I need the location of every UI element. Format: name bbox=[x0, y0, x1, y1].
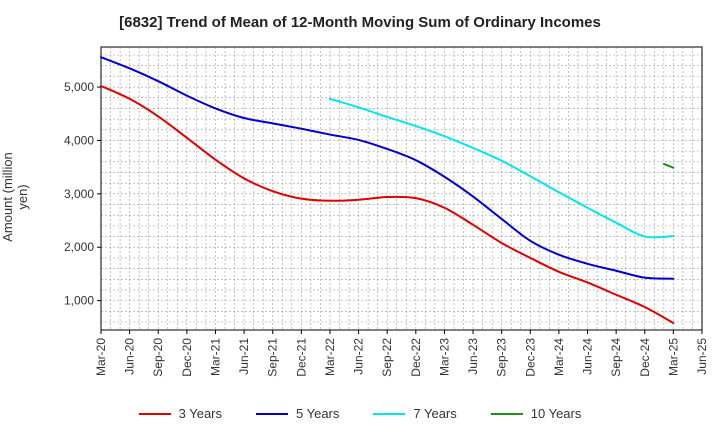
x-tick-label: Sep-24 bbox=[609, 338, 623, 377]
y-tick-label: 2,000 bbox=[64, 240, 94, 254]
x-tick-label: Mar-21 bbox=[208, 338, 222, 376]
legend-swatch-10-years bbox=[490, 412, 523, 415]
x-tick-label: Jun-20 bbox=[123, 338, 137, 375]
x-tick-label: Dec-24 bbox=[638, 338, 652, 377]
series-line-5-years bbox=[100, 56, 675, 280]
legend-label-5-years: 5 Years bbox=[296, 406, 340, 421]
x-tick-label: Mar-20 bbox=[94, 338, 108, 376]
chart-title: [6832] Trend of Mean of 12-Month Moving … bbox=[119, 14, 601, 31]
legend: 3 Years 5 Years 7 Years 10 Years bbox=[0, 406, 720, 421]
legend-item-5-years: 5 Years bbox=[256, 406, 339, 421]
legend-label-10-years: 10 Years bbox=[530, 406, 582, 421]
plot-frame bbox=[100, 46, 703, 331]
legend-item-10-years: 10 Years bbox=[490, 406, 582, 421]
legend-swatch-7-years bbox=[373, 412, 406, 415]
x-tick-label: Mar-22 bbox=[323, 338, 337, 376]
y-tick-label: 4,000 bbox=[64, 133, 94, 147]
series-line-7-years bbox=[328, 97, 675, 239]
legend-swatch-3-years bbox=[138, 412, 171, 415]
legend-item-3-years: 3 Years bbox=[138, 406, 222, 421]
grid bbox=[101, 47, 702, 330]
x-tick-label: Dec-22 bbox=[409, 338, 423, 377]
x-tick-label: Mar-25 bbox=[666, 338, 680, 376]
x-tick-label: Jun-24 bbox=[581, 338, 595, 375]
y-tick-label: 1,000 bbox=[64, 294, 94, 308]
x-tick-label: Jun-23 bbox=[466, 338, 480, 375]
legend-swatch-5-years bbox=[256, 412, 288, 415]
x-tick-label: Jun-25 bbox=[695, 338, 709, 375]
y-tick-label: 3,000 bbox=[64, 187, 94, 201]
x-tick-label: Sep-20 bbox=[151, 338, 165, 377]
x-tick-label: Sep-21 bbox=[266, 338, 280, 377]
x-tick-label: Jun-22 bbox=[352, 338, 366, 375]
y-tick-label: 5,000 bbox=[64, 80, 94, 94]
legend-label-3-years: 3 Years bbox=[178, 406, 222, 421]
x-tick-label: Sep-23 bbox=[495, 338, 509, 377]
x-tick-label: Dec-21 bbox=[294, 338, 308, 377]
x-tick-label: Mar-24 bbox=[552, 338, 566, 376]
legend-item-7-years: 7 Years bbox=[373, 406, 457, 421]
series-line-3-years bbox=[100, 84, 675, 325]
x-axis: Mar-20 Jun-20 Sep-20 Dec-20 Mar-21 Jun-21 Sep-… bbox=[94, 330, 709, 377]
x-tick-label: Dec-23 bbox=[523, 338, 537, 377]
y-axis: 1,000 2,000 3,000 4,000 5,000 bbox=[64, 80, 101, 308]
series-lines bbox=[100, 56, 675, 325]
legend-label-7-years: 7 Years bbox=[413, 406, 457, 421]
x-tick-label: Sep-22 bbox=[380, 338, 394, 377]
series-line-10-years bbox=[662, 162, 675, 169]
x-tick-label: Dec-20 bbox=[180, 338, 194, 377]
x-tick-label: Jun-21 bbox=[237, 338, 251, 375]
x-tick-label: Mar-23 bbox=[437, 338, 451, 376]
